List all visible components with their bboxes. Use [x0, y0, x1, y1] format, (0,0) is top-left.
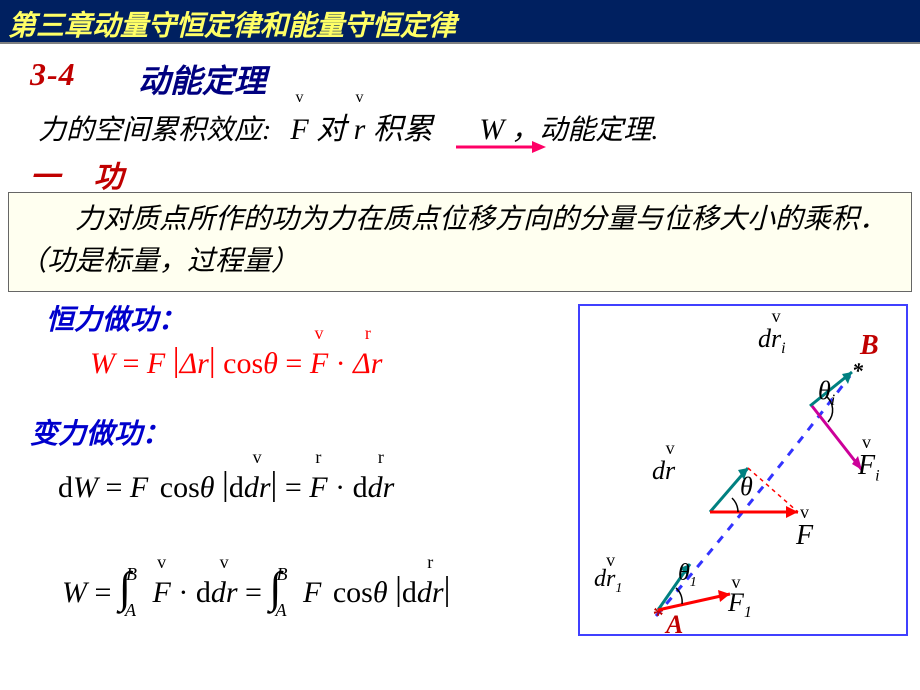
equation-3: W = ∫AB vF · dvdr = ∫AB F cosθ |drdr| — [62, 562, 450, 613]
one-label: 一 — [30, 161, 60, 194]
point-A: A — [666, 610, 683, 640]
intro-text-a: 力的空间累积效应: — [38, 115, 271, 146]
text-jilei: 积累 — [373, 113, 433, 146]
vector-r: vr — [354, 113, 366, 147]
theta-label: θ — [740, 472, 753, 502]
point-B: B — [860, 330, 879, 362]
text-dui: 对 — [316, 113, 354, 146]
vector-F: vF — [290, 113, 308, 147]
force-diagram: * * dvdrri B θi vFi dvr θ vF dvr1 θ1 vF1… — [578, 304, 908, 636]
equation-2: dW = F cosθ |dvdr| = rF · drdr — [58, 468, 394, 506]
definition-text: 力对质点所作的功为力在质点位移方向的分量与位移大小的乘积．（功是标量，过程量） — [19, 204, 887, 277]
equation-1: W = F |Δr| cosθ = vF · rΔr — [90, 344, 382, 382]
chapter-header: 第三章动量守恒定律和能量守恒定律 — [0, 0, 920, 44]
var-force-label: 变力做功： — [30, 412, 170, 452]
section-title: 动能定理 — [138, 56, 266, 102]
definition-box: 力对质点所作的功为力在质点位移方向的分量与位移大小的乘积．（功是标量，过程量） — [8, 192, 912, 292]
const-force-label: 恒力做功： — [46, 298, 186, 338]
section-number: 3-4 — [30, 56, 76, 93]
work-label: 功 — [94, 161, 124, 194]
subsection-one: 一 功 — [30, 152, 124, 196]
intro-line: 力的空间累积效应: vF 对 vr 积累 W ，动能定理. — [38, 104, 658, 148]
